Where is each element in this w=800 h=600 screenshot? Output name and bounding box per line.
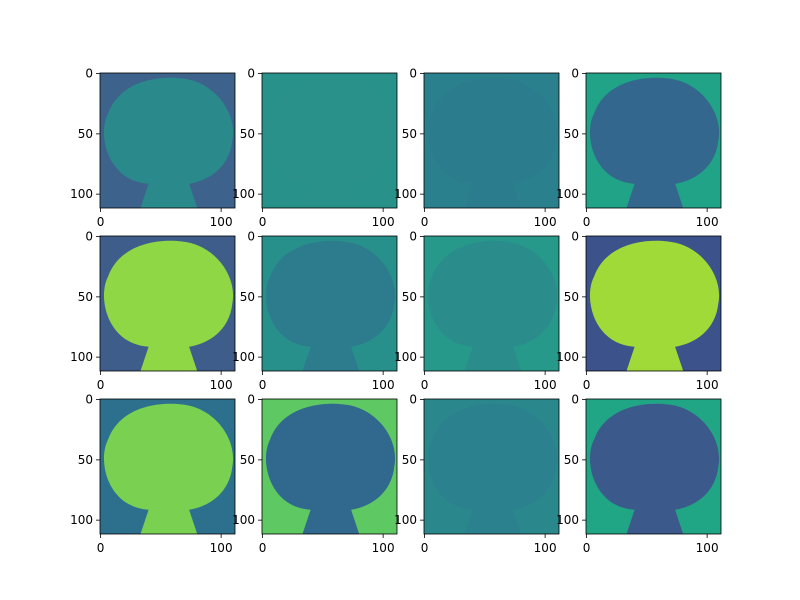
x-tick-label: 100 (534, 541, 557, 555)
y-tick-label: 0 (247, 393, 255, 407)
y-tick-label: 50 (78, 290, 93, 304)
y-tick-label: 50 (402, 453, 417, 467)
axes-frame (261, 235, 398, 372)
y-tick-label: 100 (232, 350, 255, 364)
axes-frame (99, 398, 236, 535)
y-tick-label: 100 (232, 513, 255, 527)
x-tick-label: 100 (534, 215, 557, 229)
y-tick-label: 50 (240, 127, 255, 141)
image-content (265, 240, 396, 371)
x-tick-label: 100 (210, 541, 233, 555)
x-tick-label: 0 (259, 215, 267, 229)
image-content (589, 240, 720, 371)
y-tick-label: 100 (556, 513, 579, 527)
x-tick-label: 100 (372, 215, 395, 229)
y-tick-label: 0 (409, 393, 417, 407)
y-tick-label: 100 (70, 513, 93, 527)
image-content (427, 403, 558, 534)
x-tick-label: 0 (421, 215, 429, 229)
x-tick-label: 0 (97, 541, 105, 555)
y-tick-label: 0 (85, 67, 93, 81)
x-tick-label: 100 (696, 215, 719, 229)
y-tick-label: 50 (564, 453, 579, 467)
y-tick-label: 50 (402, 290, 417, 304)
axes-frame (423, 235, 560, 372)
y-tick-label: 0 (571, 230, 579, 244)
y-tick-label: 0 (571, 393, 579, 407)
axes-frame (261, 72, 398, 209)
x-tick-label: 0 (97, 378, 105, 392)
x-tick-label: 100 (372, 541, 395, 555)
x-tick-label: 0 (259, 378, 267, 392)
axes-frame (99, 235, 236, 372)
y-tick-label: 0 (409, 230, 417, 244)
image-content (427, 77, 558, 208)
x-tick-label: 0 (421, 541, 429, 555)
y-tick-label: 100 (70, 350, 93, 364)
image-content (265, 77, 396, 208)
y-tick-label: 0 (409, 67, 417, 81)
x-tick-label: 100 (696, 378, 719, 392)
image-content (589, 77, 720, 208)
axes-frame (261, 398, 398, 535)
x-tick-label: 0 (583, 378, 591, 392)
x-tick-label: 100 (210, 215, 233, 229)
axes-frame (585, 235, 722, 372)
y-tick-label: 100 (394, 350, 417, 364)
y-tick-label: 100 (394, 187, 417, 201)
image-content (103, 403, 234, 534)
y-tick-label: 100 (556, 187, 579, 201)
axes-frame (99, 72, 236, 209)
x-tick-label: 0 (583, 541, 591, 555)
y-tick-label: 50 (564, 290, 579, 304)
y-tick-label: 0 (247, 230, 255, 244)
x-tick-label: 100 (210, 378, 233, 392)
y-tick-label: 50 (240, 290, 255, 304)
y-tick-label: 0 (247, 67, 255, 81)
axes-frame (585, 398, 722, 535)
x-tick-label: 100 (372, 378, 395, 392)
x-tick-label: 0 (97, 215, 105, 229)
y-tick-label: 50 (402, 127, 417, 141)
image-content (589, 403, 720, 534)
y-tick-label: 0 (85, 393, 93, 407)
x-tick-label: 0 (421, 378, 429, 392)
y-tick-label: 50 (78, 453, 93, 467)
axes-frame (423, 398, 560, 535)
image-content (103, 240, 234, 371)
axes-frame (585, 72, 722, 209)
image-content (427, 240, 558, 371)
x-tick-label: 0 (259, 541, 267, 555)
axes-frame (423, 72, 560, 209)
y-tick-label: 100 (394, 513, 417, 527)
image-content (265, 403, 396, 534)
y-tick-label: 100 (232, 187, 255, 201)
x-tick-label: 100 (696, 541, 719, 555)
y-tick-label: 0 (571, 67, 579, 81)
y-tick-label: 0 (85, 230, 93, 244)
y-tick-label: 100 (70, 187, 93, 201)
x-tick-label: 0 (583, 215, 591, 229)
y-tick-label: 50 (564, 127, 579, 141)
y-tick-label: 100 (556, 350, 579, 364)
y-tick-label: 50 (78, 127, 93, 141)
image-content (103, 77, 234, 208)
y-tick-label: 50 (240, 453, 255, 467)
x-tick-label: 100 (534, 378, 557, 392)
